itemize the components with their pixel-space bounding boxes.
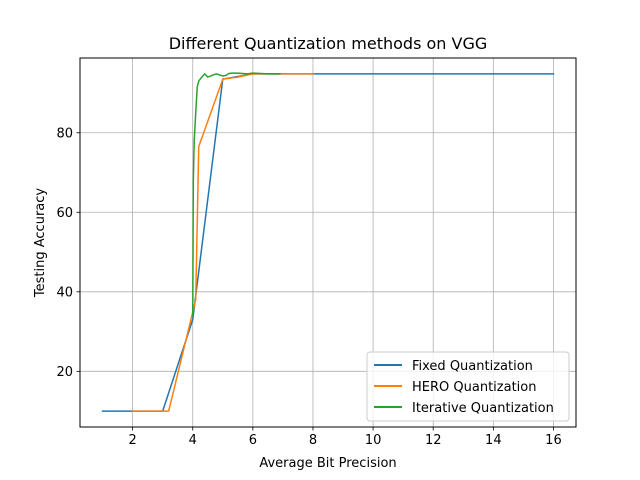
- y-axis-label: Testing Accuracy: [33, 188, 48, 298]
- y-tick-label: 60: [56, 206, 73, 221]
- y-tick-label: 20: [56, 365, 73, 380]
- x-tick-label: 6: [249, 433, 257, 448]
- legend-box: [366, 351, 570, 422]
- legend: Fixed Quantization HERO Quantization Ite…: [366, 351, 570, 422]
- y-tick-label: 40: [56, 285, 73, 300]
- chart-title: Different Quantization methods on VGG: [169, 34, 488, 53]
- x-axis-label: Average Bit Precision: [259, 456, 396, 471]
- plot-area-frame: [79, 57, 577, 428]
- legend-label-fixed: Fixed Quantization: [412, 359, 533, 374]
- x-tick-label: 2: [128, 433, 136, 448]
- x-tick-label: 12: [425, 433, 442, 448]
- legend-label-hero: HERO Quantization: [412, 380, 536, 395]
- data-series: [101, 72, 555, 412]
- axis-ticks: 2 4 6 8 10 12 14 16 20 40 60 80: [56, 126, 561, 448]
- y-tick-label: 80: [56, 126, 73, 141]
- series-line-fixed: [101, 73, 555, 412]
- x-tick-label: 4: [189, 433, 197, 448]
- x-tick-label: 10: [365, 433, 382, 448]
- x-tick-label: 16: [545, 433, 562, 448]
- series-line-iterative: [191, 72, 281, 317]
- x-tick-label: 14: [485, 433, 502, 448]
- x-tick-label: 8: [309, 433, 317, 448]
- legend-label-iterative: Iterative Quantization: [412, 401, 554, 416]
